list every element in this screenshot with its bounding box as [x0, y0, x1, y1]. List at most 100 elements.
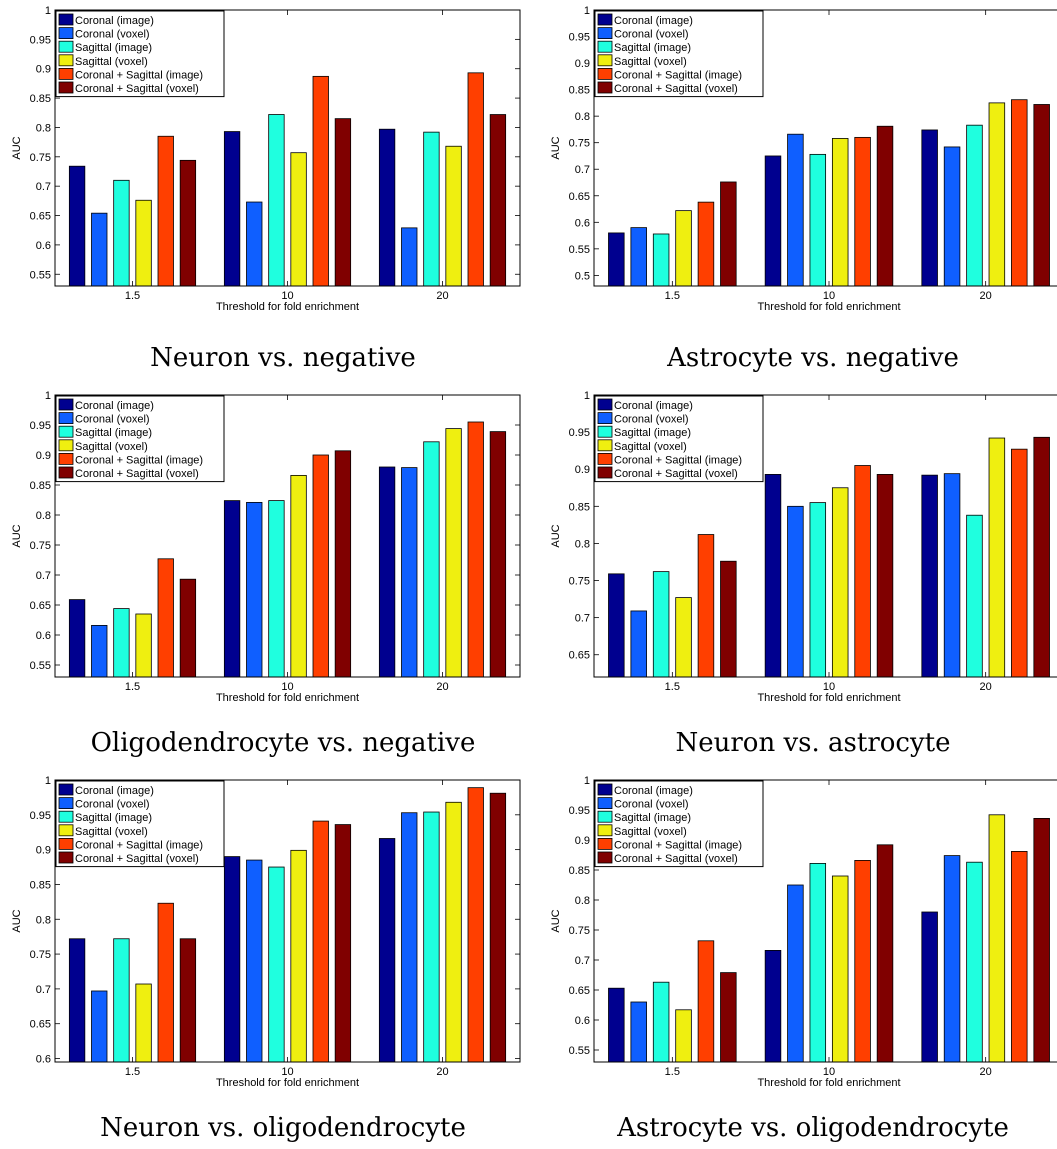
caption-astrocyte-vs-negative: Astrocyte vs. negative: [667, 343, 959, 373]
bar: [423, 811, 440, 1063]
bar: [290, 849, 307, 1063]
legend: Coronal (image)Coronal (voxel)Sagittal (…: [55, 10, 225, 98]
y-tick-label: 0.9: [575, 835, 590, 847]
y-tick-label: 1: [584, 390, 590, 402]
legend-swatch: [58, 838, 74, 850]
y-tick-label: 0.8: [36, 914, 51, 926]
y-axis-label: AUC: [11, 909, 23, 932]
legend-entry: Sagittal (voxel): [75, 826, 148, 838]
legend-entry: Coronal (image): [614, 785, 693, 797]
legend: Coronal (image)Coronal (voxel)Sagittal (…: [594, 780, 764, 868]
bar: [876, 844, 894, 1063]
bar: [764, 155, 782, 287]
bar: [268, 114, 285, 287]
y-tick-label: 0.9: [36, 64, 51, 76]
bar: [268, 500, 285, 678]
y-tick-label: 0.8: [36, 510, 51, 522]
legend-swatch: [597, 425, 613, 438]
y-tick-label: 0.7: [36, 181, 51, 193]
y-tick-label: 0.7: [575, 613, 590, 625]
y-tick-label: 0.95: [30, 34, 51, 46]
y-tick-label: 0.6: [36, 1054, 51, 1066]
chart-neuron-vs-astrocyte: 0.65 0.7 0.75 0.8 0.85 0.9 0.95 1 1.5 10 20 Thresho…: [550, 390, 1057, 704]
bar: [943, 146, 961, 287]
legend-entry: Sagittal (image): [75, 812, 152, 824]
bar: [608, 987, 625, 1063]
legend-entry: Coronal (image): [75, 785, 154, 797]
axes-frame: [54, 779, 521, 1063]
bar: [157, 902, 174, 1063]
y-axis-label: AUC: [11, 524, 23, 547]
y-tick-label: 0.65: [30, 600, 51, 612]
y-tick-label: 0.65: [30, 211, 51, 223]
bar: [489, 431, 507, 678]
legend-swatch: [597, 81, 613, 94]
y-tick-label: 0.8: [575, 538, 590, 550]
bar: [179, 159, 197, 287]
bar: [675, 1009, 692, 1063]
bar: [223, 500, 241, 678]
x-tick-label: 1.5: [665, 290, 680, 302]
legend-swatch: [58, 54, 74, 67]
legend-entry: Coronal + Sagittal (image): [75, 839, 203, 851]
bar: [764, 474, 782, 678]
bar: [630, 227, 647, 287]
bar: [697, 201, 715, 287]
bar: [223, 856, 241, 1063]
legend-swatch: [58, 425, 74, 438]
legend-swatch: [58, 797, 74, 809]
legend-swatch: [597, 13, 613, 26]
bar: [720, 181, 737, 287]
y-tick-label: 0.85: [569, 501, 590, 513]
y-tick-label: 0.65: [569, 650, 590, 662]
bar: [445, 145, 462, 287]
y-tick-label: 0.95: [30, 810, 51, 822]
legend-entry: Coronal (image): [75, 400, 154, 412]
bar: [831, 487, 849, 678]
y-tick-label: 0.85: [569, 865, 590, 877]
y-tick-label: 0.65: [569, 985, 590, 997]
y-tick-label: 0.5: [575, 270, 590, 282]
bar: [157, 135, 174, 287]
y-axis-label: AUC: [550, 909, 562, 932]
legend: Coronal (image)Coronal (voxel)Sagittal (…: [55, 780, 225, 868]
bar: [91, 212, 108, 287]
bar: [854, 465, 871, 678]
bar: [831, 875, 849, 1063]
bar: [675, 597, 692, 678]
bar: [401, 467, 418, 678]
x-tick-label: 20: [436, 290, 448, 302]
bar: [401, 227, 418, 287]
y-tick-label: 0.75: [569, 138, 590, 150]
y-tick-label: 0.6: [36, 240, 51, 252]
legend-swatch: [597, 68, 613, 80]
legend-entry: Sagittal (voxel): [614, 826, 687, 838]
x-tick-label: 20: [980, 681, 992, 693]
x-axis-label: Threshold for fold enrichment: [757, 692, 900, 704]
y-tick-label: 0.9: [575, 58, 590, 70]
legend-entry: Coronal (image): [614, 400, 693, 412]
caption-oligodendrocyte-vs-negative: Oligodendrocyte vs. negative: [90, 728, 476, 758]
bar: [652, 233, 670, 287]
axes-frame: [593, 9, 1057, 287]
legend-entry: Coronal + Sagittal (image): [75, 454, 203, 466]
axes-frame: [593, 779, 1057, 1063]
y-axis-label: AUC: [11, 136, 23, 159]
legend-swatch: [597, 783, 613, 796]
y-tick-label: 0.9: [36, 450, 51, 462]
x-tick-label: 10: [823, 681, 835, 693]
bar: [943, 855, 961, 1063]
legend-entry: Sagittal (image): [614, 42, 691, 54]
y-tick-label: 0.7: [575, 955, 590, 967]
y-tick-label: 0.75: [30, 540, 51, 552]
legend-entry: Coronal + Sagittal (voxel): [614, 853, 738, 865]
bar: [334, 450, 352, 678]
y-tick-label: 0.85: [569, 85, 590, 97]
bar: [787, 505, 804, 678]
legend-swatch: [58, 452, 74, 465]
legend: Coronal (image)Coronal (voxel)Sagittal (…: [594, 395, 764, 483]
bar: [467, 72, 484, 287]
y-tick-label: 0.65: [569, 191, 590, 203]
chart-neuron-vs-negative: 0.55 0.6 0.65 0.7 0.75 0.8 0.85 0.9 0.95 1 1.5 10 20…: [11, 5, 521, 313]
legend-swatch: [58, 783, 74, 796]
